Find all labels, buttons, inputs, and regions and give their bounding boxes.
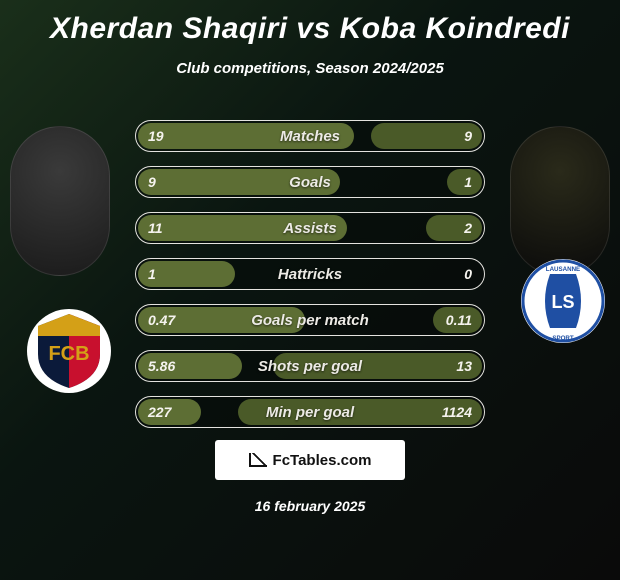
stat-value-left: 11: [148, 220, 163, 236]
stat-value-left: 19: [148, 128, 164, 144]
stat-value-left: 5.86: [148, 358, 175, 374]
stat-bar-right: [426, 215, 482, 241]
stat-value-right: 9: [464, 128, 472, 144]
svg-text:LAUSANNE: LAUSANNE: [546, 266, 580, 273]
club-left-badge: FCB: [26, 308, 112, 394]
stat-value-left: 0.47: [148, 312, 175, 328]
chart-icon: [249, 453, 267, 467]
stat-value-left: 9: [148, 174, 156, 190]
stat-value-right: 1124: [442, 404, 472, 420]
stat-value-right: 0: [464, 266, 472, 282]
stat-row: 9 Goals 1: [135, 166, 485, 198]
stat-row: 1 Hattricks 0: [135, 258, 485, 290]
lausanne-badge-icon: LS LAUSANNE SPORT: [520, 258, 606, 344]
stat-row: 19 Matches 9: [135, 120, 485, 152]
svg-text:SPORT: SPORT: [552, 335, 574, 342]
stat-value-right: 1: [464, 174, 472, 190]
subtitle: Club competitions, Season 2024/2025: [0, 60, 620, 77]
stat-label: Goals: [289, 174, 331, 191]
player-right-portrait: [510, 126, 610, 276]
stat-value-left: 1: [148, 266, 156, 282]
stat-value-left: 227: [148, 404, 171, 420]
stat-label: Matches: [280, 128, 340, 145]
stat-row: 0.47 Goals per match 0.11: [135, 304, 485, 336]
stat-label: Hattricks: [278, 266, 342, 283]
stat-label: Goals per match: [251, 312, 369, 329]
stat-label: Assists: [283, 220, 336, 237]
club-right-badge: LS LAUSANNE SPORT: [520, 258, 606, 344]
stat-row: 5.86 Shots per goal 13: [135, 350, 485, 382]
page-title: Xherdan Shaqiri vs Koba Koindredi: [0, 0, 620, 46]
date-label: 16 february 2025: [0, 498, 620, 514]
stat-value-right: 13: [456, 358, 472, 374]
stat-row: 227 Min per goal 1124: [135, 396, 485, 428]
player-left-portrait: [10, 126, 110, 276]
stat-row: 11 Assists 2: [135, 212, 485, 244]
fcb-shield-icon: FCB: [26, 308, 112, 394]
svg-text:LS: LS: [551, 292, 574, 312]
stat-value-right: 0.11: [446, 312, 472, 328]
stats-table: 19Matches99Goals111Assists21Hattricks00.…: [135, 120, 485, 442]
stat-value-right: 2: [464, 220, 472, 236]
brand-badge[interactable]: FcTables.com: [215, 440, 405, 480]
svg-text:FCB: FCB: [48, 343, 89, 365]
brand-label: FcTables.com: [273, 452, 372, 469]
stat-label: Shots per goal: [258, 358, 362, 375]
stat-label: Min per goal: [266, 404, 354, 421]
